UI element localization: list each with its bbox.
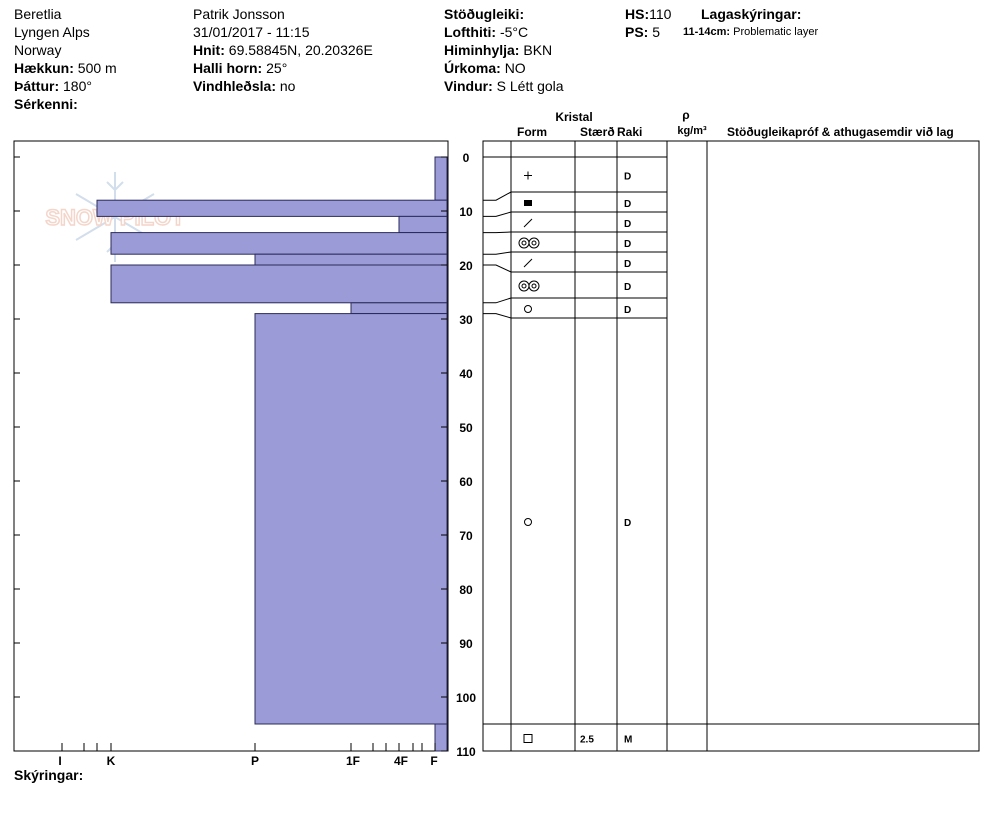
header-col2: Patrik Jonsson 31/01/2017 - 11:15 Hnit: … (193, 5, 373, 95)
depth-axis: 0 10 20 30 40 50 60 70 80 90 100 110 (14, 151, 476, 759)
depth-label-10: 10 (459, 205, 473, 219)
crystal-form-double-o-icon (518, 237, 540, 249)
hardness-bar-2 (398, 215, 448, 234)
layer-moisture-8: M (624, 735, 632, 746)
hardness-bar-1 (96, 199, 448, 217)
aspect: Þáttur: 180° (14, 78, 92, 94)
depth-label-50: 50 (459, 421, 473, 435)
hardness-label-p: P (251, 754, 259, 768)
crystal-form-double-o-icon (518, 280, 540, 292)
crystal-form-circle-icon (524, 518, 532, 526)
layer-moisture-0: D (624, 172, 631, 183)
crystal-form-square-icon (524, 200, 532, 206)
hs-value: HS:110 (625, 6, 672, 22)
depth-label-40: 40 (459, 367, 473, 381)
crystal-form-slash-icon (523, 218, 533, 228)
hardness-label-1f: 1F (346, 754, 360, 768)
features: Sérkenni: (14, 96, 78, 112)
observer-name: Patrik Jonsson (193, 6, 285, 22)
observation-datetime: 31/01/2017 - 11:15 (193, 24, 310, 40)
layer-moisture-2: D (624, 219, 631, 230)
hardness-label-k: K (107, 754, 116, 768)
depth-label-0: 0 (463, 151, 470, 165)
depth-connector-1 (483, 191, 512, 201)
depth-label-110: 110 (456, 745, 476, 759)
legend-entry: 11-14cm: Problematic layer (683, 26, 819, 38)
wind: Vindur: S Létt gola (444, 78, 564, 94)
depth-label-100: 100 (456, 691, 476, 705)
coordinates: Hnit: 69.58845N, 20.20326E (193, 42, 373, 58)
depth-connector-7 (483, 313, 512, 319)
header-tests: Stöðugleikapróf & athugasemdir við lag (727, 125, 954, 139)
hardness-axis: I K P 1F 4F F (58, 743, 438, 768)
sky-cover: Himinhylja: BKN (444, 42, 553, 58)
layer-moisture-3: D (624, 239, 631, 250)
hardness-label-i: I (58, 754, 61, 768)
depth-label-30: 30 (459, 313, 473, 327)
layer-moisture-6: D (624, 305, 631, 316)
depth-connector-3 (483, 231, 512, 234)
hardness-bar-3 (110, 232, 448, 255)
legend-title: Lagaskýringar: (701, 6, 802, 22)
depth-label-80: 80 (459, 583, 473, 597)
hardness-bar-8 (434, 723, 448, 752)
depth-connector-6 (483, 297, 512, 304)
header-moisture: Raki (617, 125, 642, 139)
crystal-form-plus-icon (524, 171, 532, 180)
header-col3: Stöðugleiki: Lofthiti: -5°C Himinhylja: … (444, 5, 564, 95)
hardness-label-4f: 4F (394, 754, 408, 768)
layer-table-frame (482, 140, 980, 752)
crystal-form-circle-icon (524, 305, 532, 313)
header-rho: ρ (682, 108, 689, 122)
depth-label-90: 90 (459, 637, 473, 651)
slope-angle: Halli horn: 25° (193, 60, 288, 76)
crystal-form-box-icon (523, 734, 533, 743)
crystal-form-slash-icon (523, 258, 533, 268)
header-col1: Beretlia Lyngen Alps Norway Hækkun: 500 … (14, 5, 117, 113)
hardness-bar-0 (434, 156, 448, 201)
elevation: Hækkun: 500 m (14, 60, 117, 76)
hardness-bar-6 (350, 302, 448, 315)
header-crystal: Kristal (555, 110, 592, 124)
hardness-bar-4 (254, 253, 448, 266)
country: Norway (14, 42, 62, 58)
hardness-bars (96, 156, 448, 752)
air-temperature: Lofthiti: -5°C (444, 24, 529, 40)
depth-connector-2 (483, 211, 512, 217)
layer-moisture-5: D (624, 282, 631, 293)
header-density-unit: kg/m³ (677, 125, 707, 137)
depth-connector-4 (483, 251, 512, 255)
header-form: Form (517, 125, 547, 139)
hardness-label-f: F (430, 754, 437, 768)
depth-label-60: 60 (459, 475, 473, 489)
hardness-plot-frame (13, 140, 449, 752)
layer-moisture-1: D (624, 199, 631, 210)
notes-label: Skýringar: (14, 767, 84, 783)
ps-value: PS: 5 (625, 24, 661, 40)
mountain-range: Lyngen Alps (14, 24, 90, 40)
depth-label-20: 20 (459, 259, 473, 273)
location-name: Beretlia (14, 6, 62, 22)
layer-size-8: 2.5 (580, 735, 594, 746)
depth-connector-5 (483, 264, 512, 273)
stability: Stöðugleiki: (444, 6, 525, 22)
hardness-bar-5 (110, 264, 448, 304)
header-size: Stærð (580, 125, 615, 139)
wind-loading: Vindhleðsla: no (193, 78, 296, 94)
hardness-bar-7 (254, 313, 448, 725)
depth-label-70: 70 (459, 529, 473, 543)
header-col4: HS:110 PS: 5 (625, 5, 671, 41)
layer-moisture-4: D (624, 259, 631, 270)
layer-moisture-7: D (624, 518, 631, 529)
precipitation: Úrkoma: NO (444, 60, 526, 76)
